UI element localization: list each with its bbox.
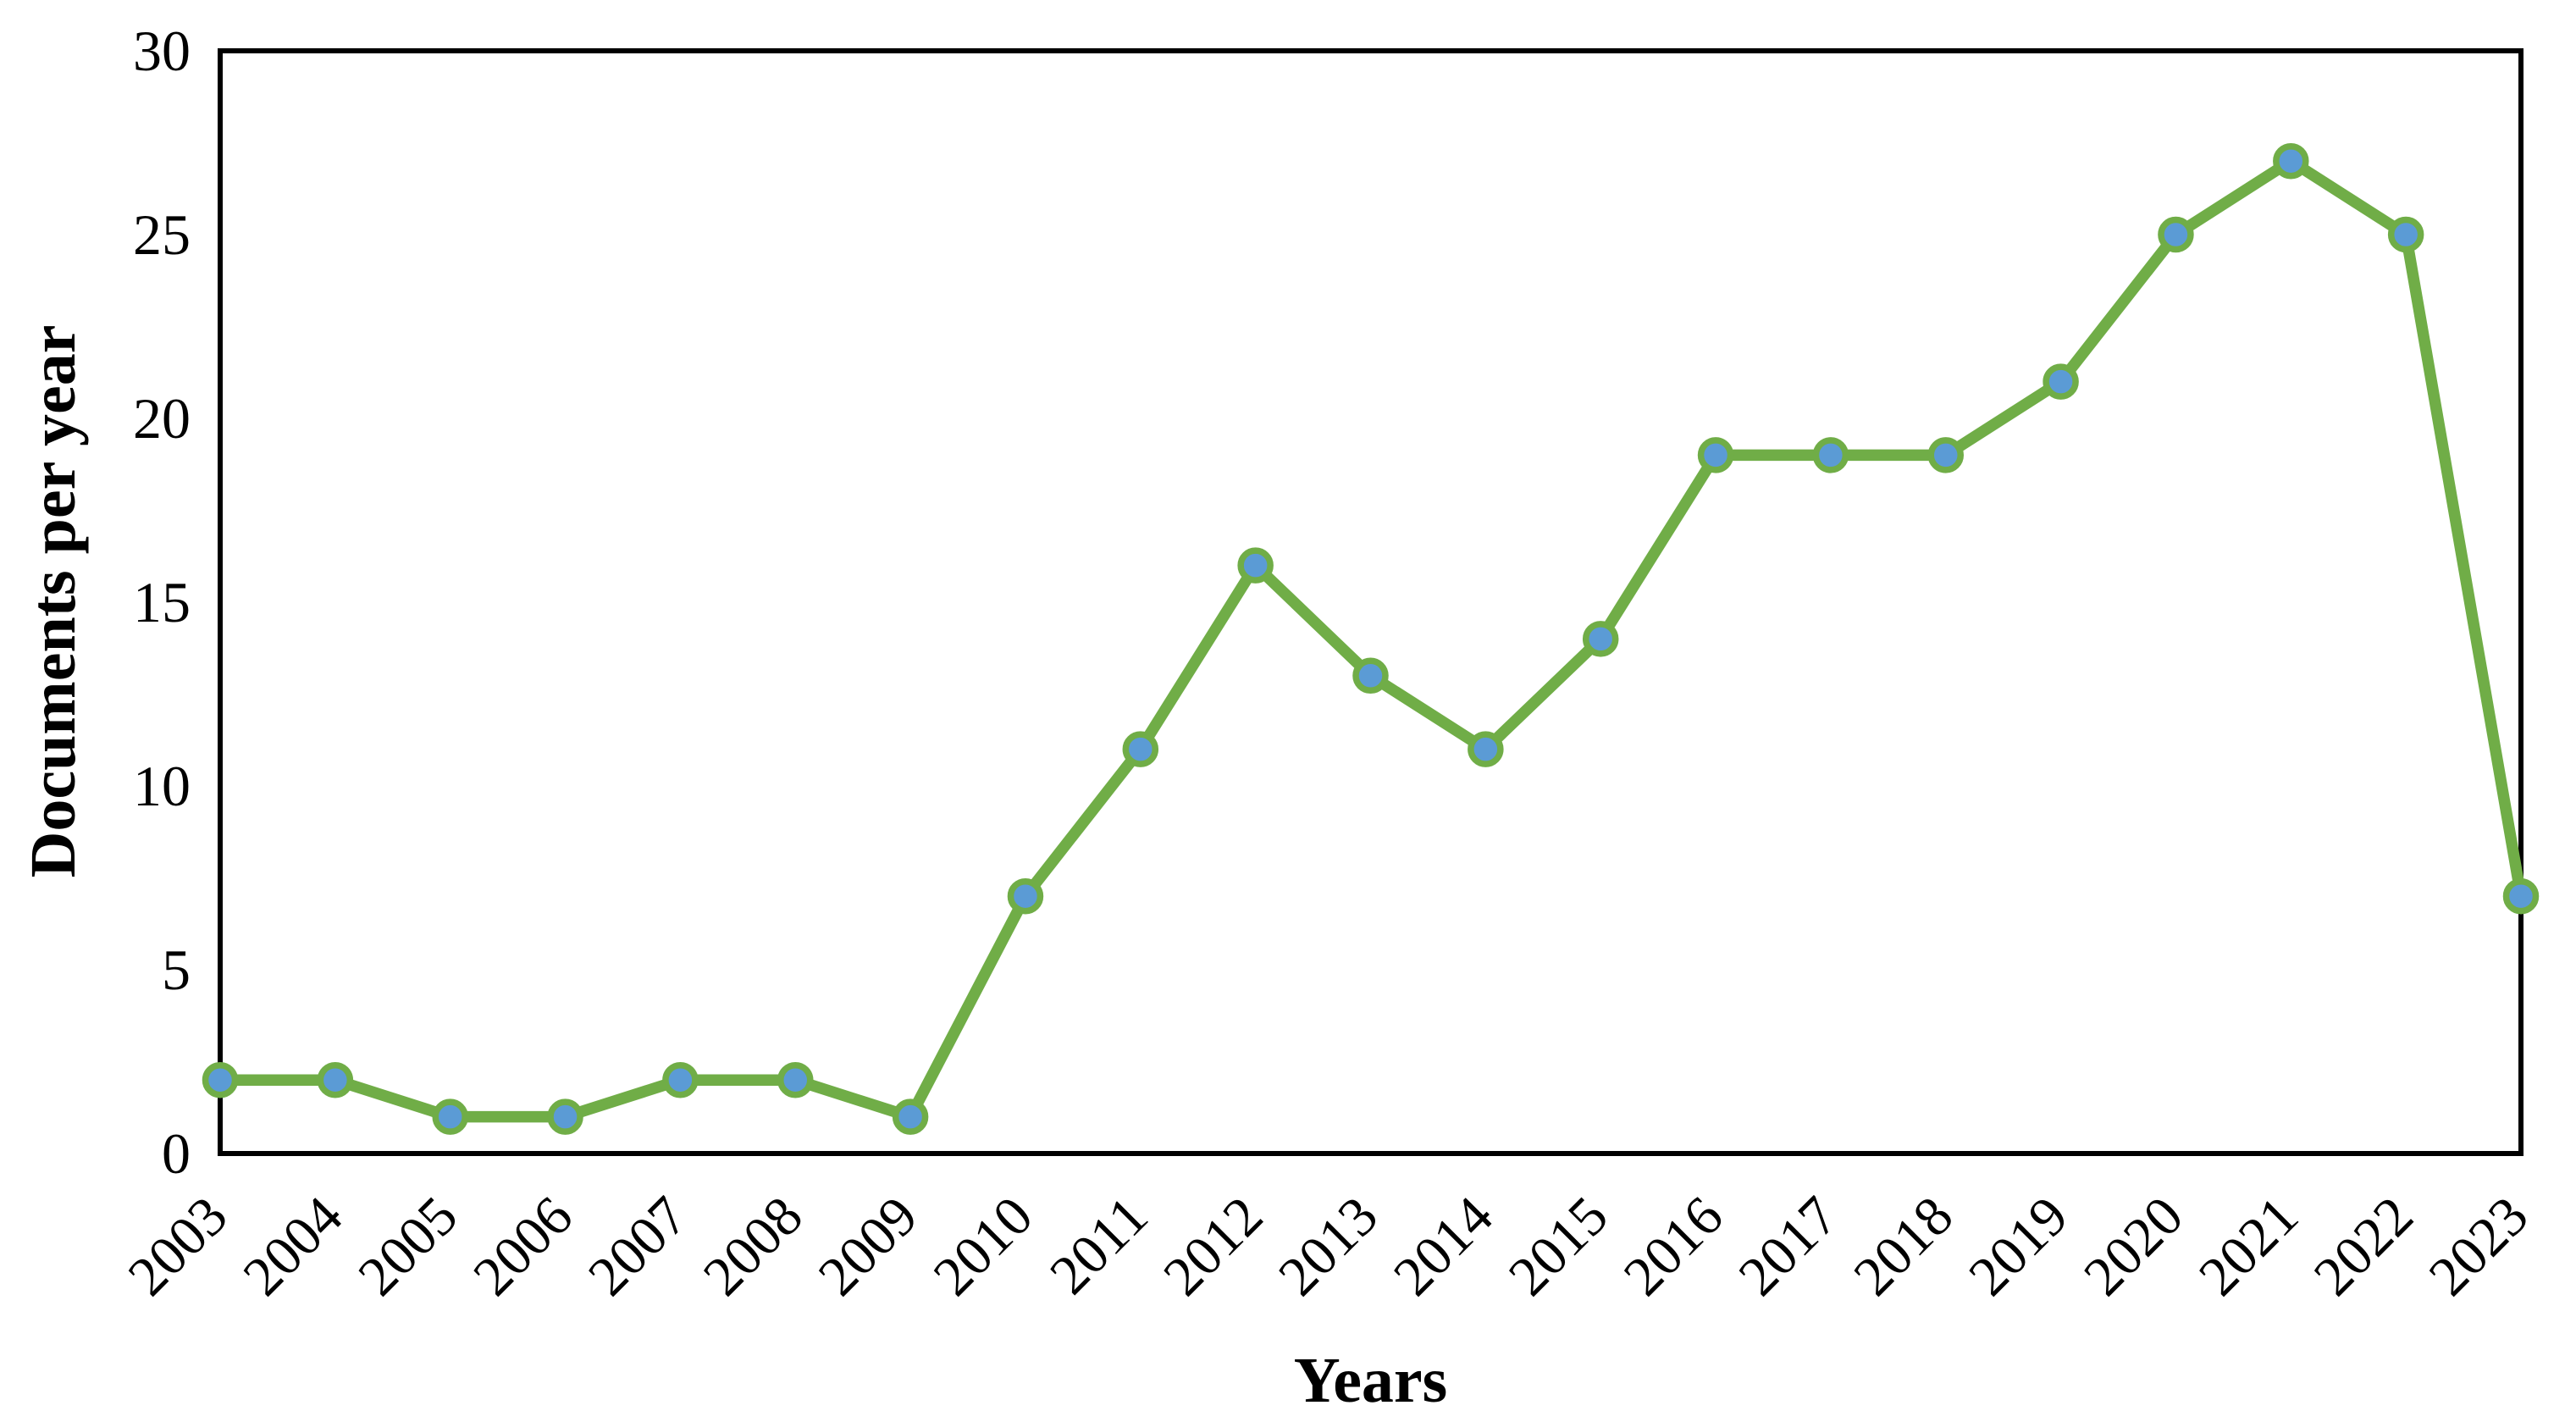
- x-tick-label: 2021: [2187, 1185, 2310, 1308]
- x-tick-label: 2008: [692, 1185, 815, 1308]
- x-tick-label: 2006: [462, 1185, 584, 1308]
- data-point: [777, 1061, 814, 1098]
- data-point: [1237, 547, 1274, 584]
- y-tick-label: 30: [133, 19, 191, 83]
- data-point: [1122, 731, 1159, 767]
- x-tick-label: 2022: [2302, 1185, 2425, 1308]
- data-point: [1352, 657, 1389, 694]
- data-line: [214, 155, 2527, 1123]
- y-tick-label: 20: [133, 386, 191, 451]
- x-tick-label: 2003: [117, 1185, 240, 1308]
- x-tick-label: 2012: [1152, 1185, 1274, 1308]
- data-point: [1927, 437, 1964, 473]
- data-point: [1468, 731, 1504, 767]
- x-tick-label: 2010: [922, 1185, 1045, 1308]
- data-point: [1582, 621, 1619, 657]
- y-tick-label: 0: [162, 1121, 191, 1186]
- x-tick-label: 2018: [1842, 1185, 1965, 1308]
- x-tick-label: 2016: [1612, 1185, 1735, 1308]
- data-point: [547, 1098, 583, 1135]
- x-tick-label: 2023: [2418, 1185, 2540, 1308]
- data-point: [2502, 877, 2540, 915]
- y-axis-title: Documents per year: [18, 325, 89, 878]
- y-tick-label: 15: [133, 570, 191, 634]
- x-tick-label: 2013: [1267, 1185, 1390, 1308]
- data-point: [662, 1061, 699, 1098]
- x-tick-label: 2020: [2072, 1185, 2195, 1308]
- data-series: [202, 142, 2540, 1135]
- x-tick-label: 2009: [807, 1185, 930, 1308]
- x-tick-label: 2005: [346, 1185, 469, 1308]
- x-tick-label: 2011: [1038, 1185, 1159, 1306]
- data-point: [202, 1061, 239, 1098]
- data-point: [317, 1061, 354, 1098]
- data-point: [1812, 437, 1849, 473]
- x-tick-label: 2019: [1957, 1185, 2080, 1308]
- data-point: [432, 1098, 468, 1135]
- data-point: [2273, 142, 2309, 180]
- data-point: [2387, 216, 2424, 253]
- data-point: [1007, 877, 1044, 915]
- data-point: [892, 1098, 929, 1135]
- x-tick-label: 2004: [231, 1185, 354, 1308]
- x-axis-title: Years: [1294, 1345, 1448, 1416]
- plot-area-border: [218, 48, 2523, 1156]
- data-point: [1697, 437, 1734, 473]
- y-tick-label: 5: [162, 938, 191, 1002]
- y-axis-tick-labels: 0 5 10 15 20 25 30: [133, 19, 191, 1186]
- y-tick-label: 10: [133, 754, 191, 818]
- x-axis-tick-labels: 2003200420052006200720082009201020112012…: [117, 1185, 2540, 1308]
- x-tick-label: 2014: [1382, 1185, 1505, 1308]
- data-point: [2158, 216, 2194, 253]
- x-tick-label: 2017: [1727, 1185, 1850, 1308]
- x-tick-label: 2007: [577, 1185, 699, 1308]
- x-tick-label: 2015: [1497, 1185, 1620, 1308]
- data-point: [2043, 363, 2079, 400]
- y-tick-label: 25: [133, 202, 191, 267]
